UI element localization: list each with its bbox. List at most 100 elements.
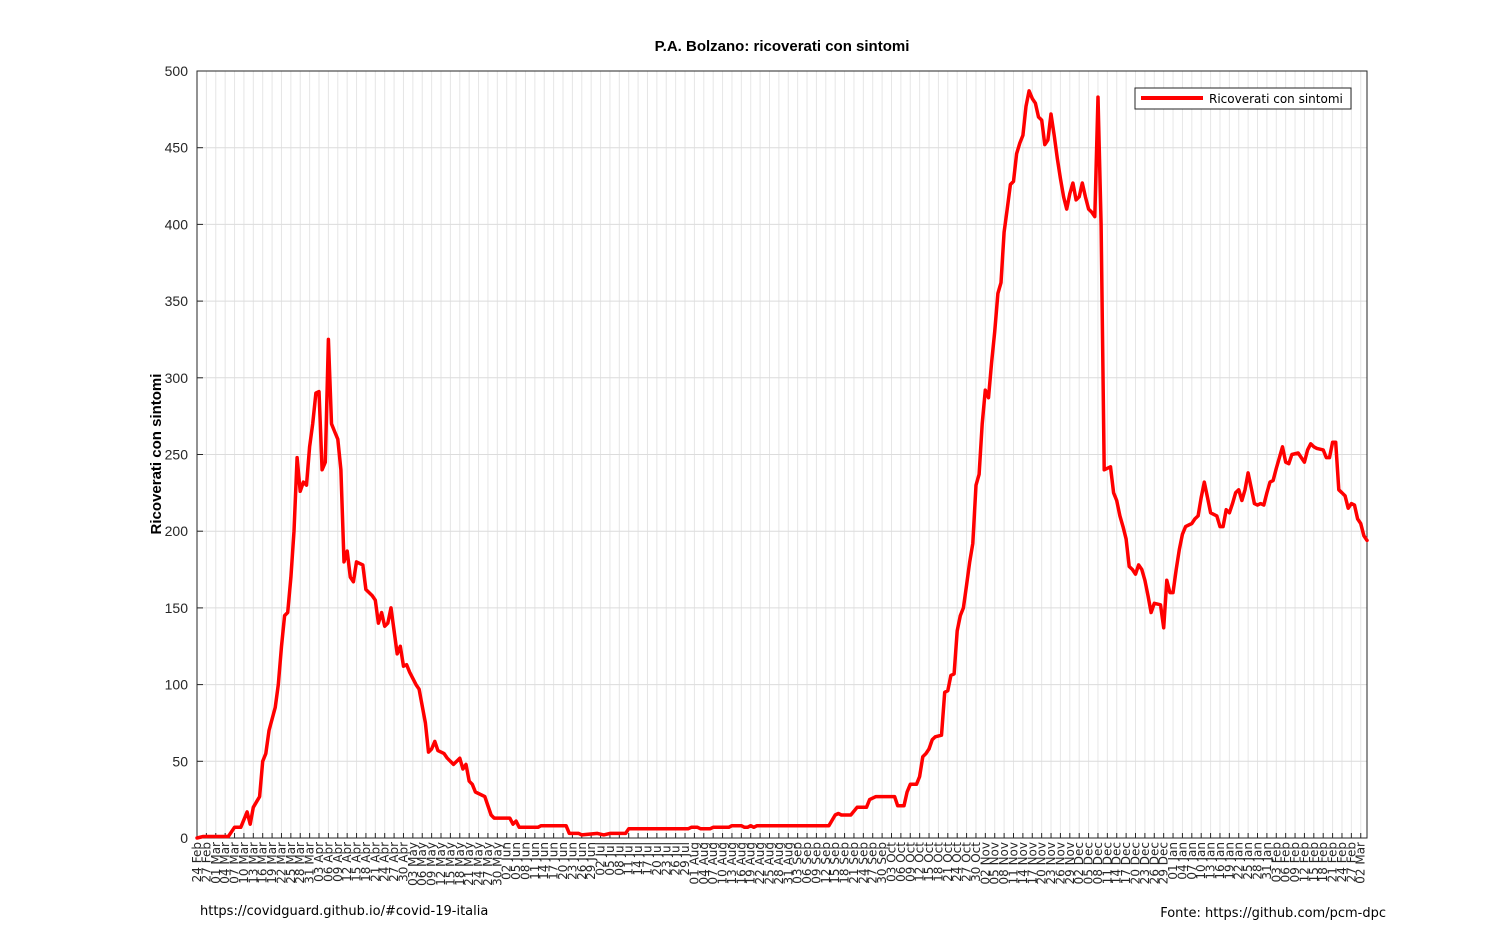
x-tick-label: 02 Nov [978, 842, 992, 885]
x-tick-label: 18 Feb [1316, 842, 1330, 882]
x-tick-label: 08 Nov [997, 842, 1011, 885]
x-tick-label: 24 Feb [190, 842, 204, 882]
x-tick-label: 27 Sep [866, 842, 880, 884]
x-tick-label: 20 Dec [1129, 842, 1143, 884]
x-tick-label: 22 Mar [274, 842, 288, 884]
x-tick-label: 05 Dec [1082, 842, 1096, 884]
x-tick-label: 21 May [462, 842, 476, 886]
x-tick-label: 13 Aug [725, 842, 739, 885]
x-tick-label: 09 Apr [331, 842, 345, 882]
x-tick-label: 21 Apr [368, 842, 382, 882]
x-tick-label: 14 Nov [1016, 842, 1030, 885]
series-layer [195, 89, 1369, 840]
y-tick-label: 150 [165, 600, 189, 616]
y-tick-label: 300 [165, 370, 189, 386]
x-tick-label: 19 Aug [744, 842, 758, 885]
footer-source-url: https://covidguard.github.io/#covid-19-i… [200, 904, 489, 919]
x-tick-label: 03 Sep [791, 842, 805, 884]
x-tick-label: 27 Oct [960, 842, 974, 882]
x-tick-label: 04 Jan [1175, 842, 1189, 880]
x-tick-label: 01 Jan [1166, 842, 1180, 880]
x-tick-label: 12 Sep [819, 842, 833, 884]
x-tick-label: 23 Jun [565, 842, 579, 880]
x-tick-label: 14 Dec [1110, 842, 1124, 884]
x-tick-label: 18 Apr [359, 842, 373, 882]
x-tick-label: 07 Jan [1185, 842, 1199, 880]
x-tick-label: 06 May [415, 842, 429, 886]
x-tick-label: 08 Jul [612, 842, 626, 876]
x-tick-label: 15 May [443, 842, 457, 886]
x-tick-label: 20 Jun [556, 842, 570, 880]
x-tick-label: 07 Aug [706, 842, 720, 885]
x-tick-label: 31 Jan [1260, 842, 1274, 880]
x-tick-label: 30 Apr [396, 842, 410, 882]
x-tick-label: 24 Feb [1335, 842, 1349, 882]
x-tick-label: 21 Oct [941, 842, 955, 882]
x-tick-label: 04 Mar [218, 842, 232, 884]
x-tick-label: 16 Jan [1213, 842, 1227, 880]
x-tick-label: 15 Apr [350, 842, 364, 882]
y-tick-label: 100 [165, 677, 189, 693]
x-tick-label: 04 Aug [697, 842, 711, 885]
x-tick-label: 01 Aug [687, 842, 701, 885]
x-tick-label: 25 Mar [284, 842, 298, 884]
y-tick-label: 350 [165, 293, 189, 309]
x-tick-label: 26 Jun [575, 842, 589, 880]
x-tick-label: 10 Jan [1194, 842, 1208, 880]
x-tick-label: 09 Oct [903, 842, 917, 882]
x-tick-label: 06 Oct [894, 842, 908, 882]
chart-title: P.A. Bolzano: ricoverati con sintomi [655, 38, 910, 55]
x-tick-label: 28 Aug [772, 842, 786, 885]
x-tick-label: 28 Mar [293, 842, 307, 884]
series-line [195, 89, 1369, 840]
x-tick-label: 24 Sep [856, 842, 870, 884]
x-tick-label: 26 Nov [1053, 842, 1067, 885]
x-tick-label: 18 May [453, 842, 467, 886]
x-tick-label: 12 May [434, 842, 448, 886]
x-tick-label: 23 Jul [659, 842, 673, 876]
x-tick-label: 05 Jun [509, 842, 523, 880]
x-tick-label: 12 Apr [340, 842, 354, 882]
x-tick-label: 03 Oct [884, 842, 898, 882]
x-tick-label: 17 Jul [640, 842, 654, 876]
x-tick-label: 17 Jun [547, 842, 561, 880]
x-tick-label: 21 Feb [1326, 842, 1340, 882]
x-tick-label: 19 Mar [265, 842, 279, 884]
x-tick-label: 08 Jun [518, 842, 532, 880]
x-tick-label: 29 Nov [1063, 842, 1077, 885]
x-tick-label: 22 Jan [1232, 842, 1246, 880]
x-tick-label: 02 Jun [500, 842, 514, 880]
x-tick-label: 05 Nov [988, 842, 1002, 885]
x-tick-label: 27 Feb [1344, 842, 1358, 882]
x-tick-label: 02 Jul [594, 842, 608, 876]
x-tick-label: 31 Mar [303, 842, 317, 884]
x-tick-label: 20 Jul [650, 842, 664, 876]
legend-entry: Ricoverati con sintomi [1209, 92, 1343, 106]
x-tick-label: 03 Feb [1269, 842, 1283, 882]
legend: Ricoverati con sintomi [1134, 87, 1352, 110]
x-tick-label: 17 Nov [1025, 842, 1039, 885]
x-tick-label: 24 May [472, 842, 486, 886]
x-tick-label: 06 Apr [321, 842, 335, 882]
footer-credit: Fonte: https://github.com/pcm-dpc [1160, 906, 1386, 921]
y-tick-label: 500 [165, 63, 189, 79]
x-tick-label: 24 Oct [950, 842, 964, 882]
x-tick-label: 01 Mar [209, 842, 223, 884]
y-tick-label: 450 [165, 140, 189, 156]
x-tick-label: 10 Mar [237, 842, 251, 884]
x-tick-label: 27 Feb [199, 842, 213, 882]
x-tick-label: 30 Oct [969, 842, 983, 882]
x-tick-label: 30 Sep [875, 842, 889, 884]
x-tick-label: 16 Mar [256, 842, 270, 884]
x-tick-label: 07 Mar [228, 842, 242, 884]
x-tick-label: 30 May [490, 842, 504, 886]
x-tick-label: 29 Jun [584, 842, 598, 880]
y-axis: 0 50 100 150 200 250 300 350 400 450 500 [165, 63, 203, 846]
y-tick-label: 250 [165, 447, 189, 463]
x-tick-label: 25 Aug [762, 842, 776, 885]
y-axis-label: Ricoverati con sintomi [148, 374, 165, 535]
x-tick-label: 11 Nov [1006, 842, 1020, 885]
x-tick-label: 23 Dec [1138, 842, 1152, 884]
x-tick-label: 26 Dec [1147, 842, 1161, 884]
x-tick-label: 09 Feb [1288, 842, 1302, 882]
